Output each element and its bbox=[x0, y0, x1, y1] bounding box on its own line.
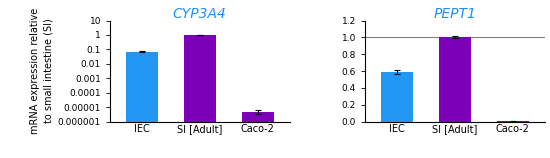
Bar bbox=[126, 52, 158, 158]
Bar bbox=[497, 121, 529, 122]
Bar bbox=[184, 35, 216, 158]
Bar bbox=[439, 37, 471, 122]
Bar bbox=[242, 112, 273, 158]
Bar bbox=[381, 72, 412, 122]
Title: PEPT1: PEPT1 bbox=[433, 6, 476, 21]
Title: CYP3A4: CYP3A4 bbox=[173, 6, 227, 21]
Y-axis label: mRNA expression relative
to small intestine (SI): mRNA expression relative to small intest… bbox=[30, 8, 54, 134]
